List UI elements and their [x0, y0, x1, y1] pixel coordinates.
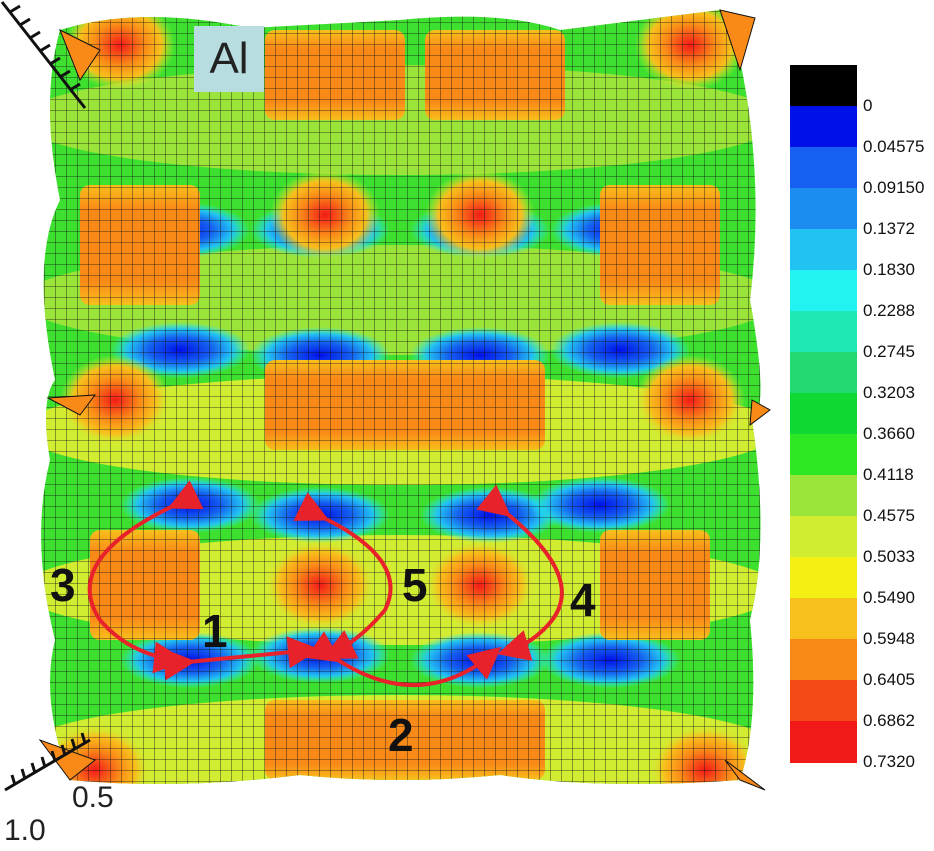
colorbar-band: [790, 65, 857, 107]
colorbar-label: 0.5948: [863, 629, 915, 648]
axis-upper-left: [0, 1, 87, 109]
path-label-1: 1: [202, 605, 228, 657]
colorbar-label: 0.04575: [863, 137, 925, 156]
colorbar-label: 0.6405: [863, 670, 915, 689]
edge-spikes: [38, 9, 771, 791]
colorbar-band: [790, 352, 857, 394]
colorbar-label: 0.2288: [863, 301, 915, 320]
path-label-5: 5: [402, 559, 428, 611]
colorbar-label: 0.1372: [863, 219, 915, 238]
arrow-path-2: [306, 631, 502, 687]
colorbar-band: [790, 721, 857, 763]
colorbar-band: [790, 147, 857, 189]
colorbar-label: 0.2745: [863, 342, 915, 361]
colorbar-label: 0.4118: [863, 465, 914, 484]
colorbar-label: 0.09150: [863, 178, 925, 197]
colorbar-band: [790, 680, 857, 722]
colorbar-band: [790, 639, 857, 681]
colorbar-band: [790, 393, 857, 435]
colorbar-band: [790, 557, 857, 599]
colorbar-band: [790, 188, 857, 230]
colorbar-band: [790, 311, 857, 353]
colorbar-band: [790, 434, 857, 476]
axis-lower-left: [4, 732, 91, 792]
colorbar-label: 0.3203: [863, 383, 915, 402]
colorbar: [790, 65, 857, 763]
colorbar-band: [790, 106, 857, 148]
path-label-3: 3: [50, 559, 76, 611]
colorbar-band: [790, 516, 857, 558]
colorbar-label: 0: [863, 96, 873, 115]
element-tag-box: [194, 26, 264, 92]
colorbar-band: [790, 229, 857, 271]
arrow-path-5: [293, 492, 393, 659]
colorbar-label: 0.4575: [863, 506, 915, 525]
axis-tick-1-0: 1.0: [4, 814, 46, 847]
transition-arrows: [87, 480, 564, 687]
colorbar-band: [790, 475, 857, 517]
arrow-path-4: [476, 484, 564, 661]
colorbar-label: 0.6862: [863, 711, 915, 730]
colorbar-label: 0.5490: [863, 588, 915, 607]
colorbar-band: [790, 598, 857, 640]
colorbar-label: 0.7320: [863, 752, 915, 771]
colorbar-label: 0.1830: [863, 260, 915, 279]
path-label-2: 2: [388, 709, 414, 761]
arrow-path-3: [87, 480, 204, 674]
arrow-path-1: [162, 636, 320, 681]
axis-tick-0-5: 0.5: [72, 781, 114, 814]
path-label-4: 4: [570, 574, 596, 626]
colorbar-label: 0.5033: [863, 547, 915, 566]
colorbar-label: 0.3660: [863, 424, 915, 443]
colorbar-band: [790, 270, 857, 312]
element-tag: Al: [209, 34, 249, 83]
